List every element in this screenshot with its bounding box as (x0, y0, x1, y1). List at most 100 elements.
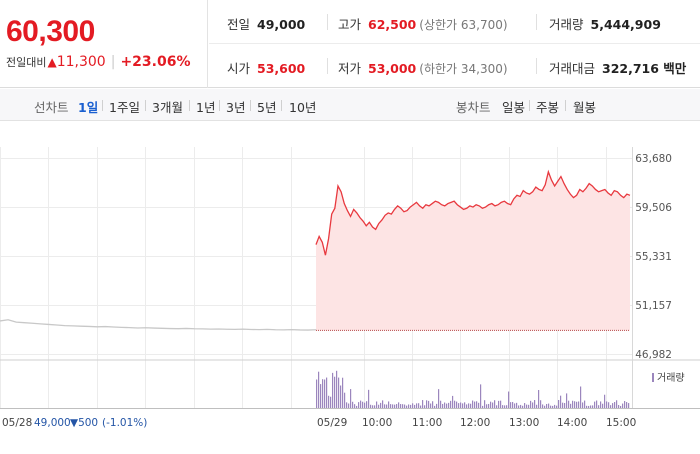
volume-bar (552, 405, 554, 408)
volume-bar (566, 393, 568, 408)
volume-bar (610, 405, 612, 408)
volume-bar (450, 400, 452, 408)
stat-open: 시가 53,600 (227, 58, 305, 77)
volume-bar (594, 401, 596, 408)
volume-bar (426, 400, 428, 408)
volume-bar (482, 405, 484, 408)
tab-3m[interactable]: 3개월 (152, 100, 183, 115)
volume-bar (468, 403, 470, 408)
volume-bar (466, 404, 468, 408)
volume-bar (558, 400, 560, 408)
volume-bar (446, 403, 448, 408)
tab-10y[interactable]: 10년 (289, 100, 317, 115)
tab-1d[interactable]: 1일 (78, 100, 99, 115)
volume-bar (316, 379, 318, 408)
volume-bar (444, 402, 446, 408)
stat-label: 거래량 (549, 17, 584, 32)
volume-bar (428, 400, 430, 408)
volume-bar (332, 372, 334, 408)
tab-daily-candle[interactable]: 일봉 (502, 100, 526, 115)
tab-weekly-candle[interactable]: 주봉 (536, 100, 560, 115)
volume-bar (340, 385, 342, 408)
volume-bar (338, 377, 340, 408)
volume-bar (382, 400, 384, 408)
x-tick-label: 11:00 (412, 417, 442, 429)
volume-bar (486, 404, 488, 408)
stat-value: 53,600 (257, 61, 306, 76)
stat-label: 시가 (227, 61, 251, 76)
volume-bar (500, 400, 502, 408)
line-chart-label: 선차트 (34, 100, 69, 115)
x-tick-label: 14:00 (557, 417, 587, 429)
volume-bar (622, 403, 624, 408)
volume-bar (544, 405, 546, 408)
stat-value: 62,500 (368, 17, 417, 32)
volume-bar (534, 400, 536, 408)
volume-bar (516, 402, 518, 408)
candle-chart-label: 봉차트 (456, 100, 491, 115)
volume-bar (478, 402, 480, 408)
volume-bar (328, 395, 330, 408)
volume-bar (434, 405, 436, 408)
volume-bar (346, 402, 348, 408)
volume-bar (536, 404, 538, 408)
volume-bar (324, 379, 326, 408)
stat-value: 322,716 백만 (602, 61, 687, 76)
stat-value: 53,000 (368, 61, 417, 76)
volume-bar (538, 390, 540, 408)
volume-bar (576, 401, 578, 408)
tab-1y[interactable]: 1년 (196, 100, 216, 115)
change-value: 11,300 (56, 54, 106, 70)
volume-bar (460, 402, 462, 408)
volume-bar (502, 405, 504, 408)
chart-canvas[interactable]: 63,680 59,506 55,331 51,157 46,982 거래량 05/28 49… (0, 122, 700, 450)
volume-bar (344, 392, 346, 408)
divider (327, 58, 328, 74)
tab-5y[interactable]: 5년 (257, 100, 277, 115)
divider (219, 100, 220, 111)
volume-bar (438, 389, 440, 408)
change-label: 전일대비 (6, 56, 47, 69)
up-arrow-icon: ▲ (47, 55, 57, 69)
current-price: 60,300 (6, 15, 95, 48)
volume-bar (518, 405, 520, 408)
volume-bar (422, 400, 424, 408)
stat-prev-close: 전일 49,000 (227, 14, 305, 33)
volume-bar (448, 402, 450, 408)
volume-bar (374, 405, 376, 408)
volume-bar (512, 401, 514, 408)
volume-bar (570, 403, 572, 408)
change-line: 전일대비▲11,300 | +23.06% (6, 54, 190, 70)
volume-bar (348, 403, 350, 408)
volume-bar (470, 403, 472, 408)
today-series (315, 169, 631, 256)
price-summary: 60,300 전일대비▲11,300 | +23.06% (0, 0, 208, 88)
volume-bar (406, 405, 408, 408)
stat-volume: 거래량 5,444,909 (549, 14, 661, 33)
volume-bar (320, 384, 322, 408)
volume-bar (386, 404, 388, 408)
volume-bar (350, 389, 352, 408)
divider (281, 100, 282, 111)
price-chart[interactable]: 63,680 59,506 55,331 51,157 46,982 거래량 05/28 49… (0, 122, 700, 450)
tab-1w[interactable]: 1주일 (109, 100, 140, 115)
x-tick-label: 05/29 (317, 417, 347, 429)
volume-bar (440, 400, 442, 408)
volume-bar (602, 403, 604, 408)
volume-bar (362, 401, 364, 408)
tab-3y[interactable]: 3년 (226, 100, 246, 115)
volume-bar (430, 403, 432, 408)
volume-bar (402, 404, 404, 408)
stat-value: 5,444,909 (590, 17, 661, 32)
divider (102, 100, 103, 111)
volume-bar (548, 403, 550, 408)
volume-bar (554, 404, 556, 408)
volume-bar (414, 404, 416, 408)
stat-sub: (하한가 34,300) (419, 62, 508, 76)
stat-label: 고가 (338, 17, 362, 32)
volume-bar (368, 389, 370, 408)
tab-monthly-candle[interactable]: 월봉 (573, 100, 597, 115)
volume-bar (584, 400, 586, 408)
divider (536, 14, 537, 30)
volume-bar (354, 404, 356, 408)
